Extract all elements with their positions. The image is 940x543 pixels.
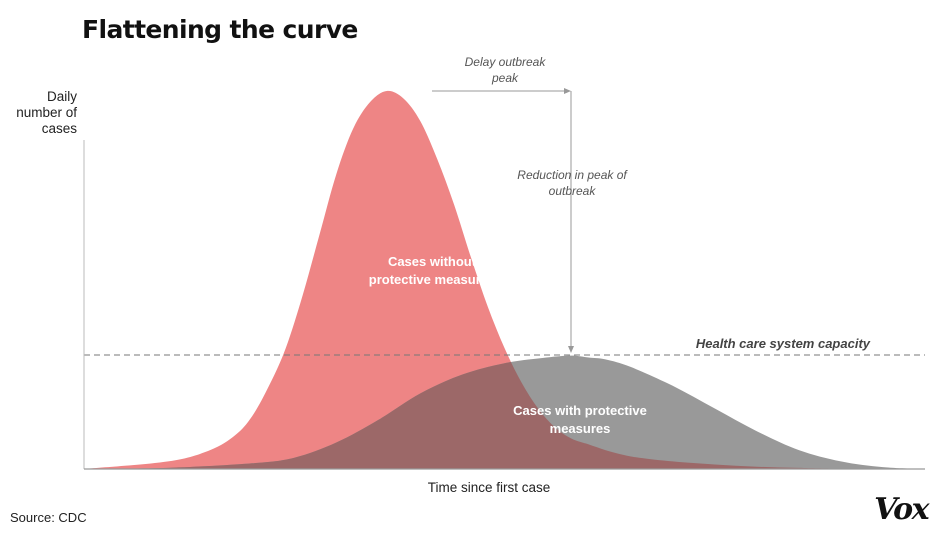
label-without-line-1: Cases without: [388, 254, 477, 269]
reduction-annotation-line-2: outbreak: [549, 184, 597, 198]
area-overlap: [84, 355, 925, 469]
source-note: Source: CDC: [10, 510, 87, 525]
capacity-label: Health care system capacity: [696, 336, 871, 351]
delay-arrow-head: [564, 88, 571, 94]
x-axis-label: Time since first case: [428, 480, 551, 495]
reduction-annotation-line-1: Reduction in peak of: [517, 168, 628, 182]
y-axis-label-line-2: number of: [16, 105, 77, 120]
y-axis-label-line-1: Daily: [47, 89, 77, 104]
vox-logo: Vox: [874, 492, 931, 527]
chart-title: Flattening the curve: [82, 15, 358, 44]
reduction-arrow-head: [568, 346, 574, 353]
label-with-line-1: Cases with protective: [513, 403, 647, 418]
delay-annotation-line-1: Delay outbreak: [465, 55, 547, 69]
area-without-protective-measures: [84, 90, 925, 470]
label-without-line-2: protective measures: [369, 272, 495, 287]
delay-annotation-line-2: peak: [491, 71, 519, 85]
label-with-line-2: measures: [550, 421, 611, 436]
y-axis-label-line-3: cases: [42, 121, 78, 136]
